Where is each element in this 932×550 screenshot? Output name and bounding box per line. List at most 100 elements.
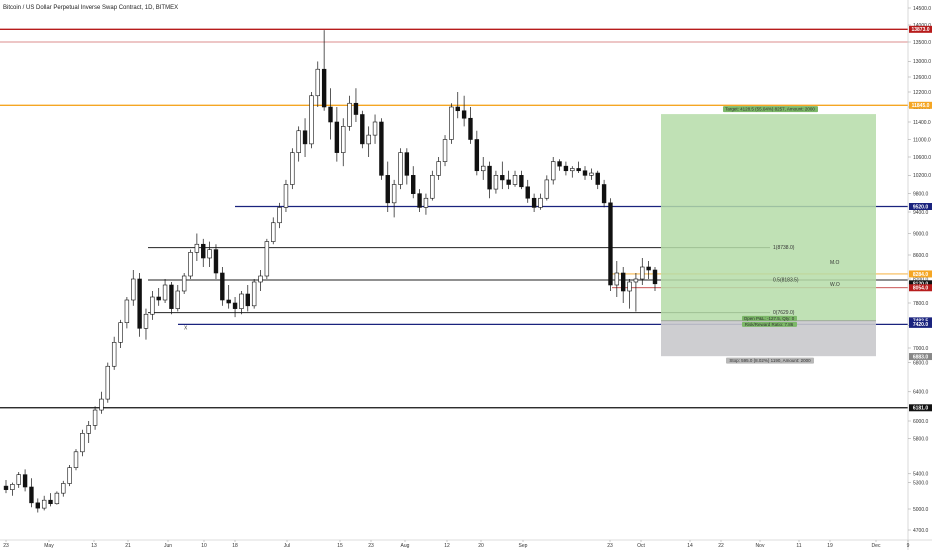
y-tick-label: 6000.0 xyxy=(913,419,929,425)
x-tick-label: 21 xyxy=(125,543,131,549)
candle-body xyxy=(563,165,569,172)
y-tick-label: 5400.0 xyxy=(913,472,929,478)
candle xyxy=(207,241,212,267)
candle-body xyxy=(589,172,594,176)
risk-reward-label: Risk/Reward Ratio: 7.86 xyxy=(745,322,794,327)
open-pnl-bg xyxy=(742,315,797,321)
candle xyxy=(576,161,581,174)
candle xyxy=(461,95,467,127)
candle xyxy=(296,126,301,162)
x-tick-label: 12 xyxy=(444,543,450,549)
price-tag-label: 13873.0 xyxy=(911,27,929,33)
candle-body xyxy=(525,186,530,199)
candle xyxy=(595,170,600,190)
candle xyxy=(156,288,161,306)
candle-body xyxy=(175,290,180,309)
candle xyxy=(601,179,607,208)
candle xyxy=(589,168,594,180)
x-tick-label: 14 xyxy=(687,543,693,549)
candle xyxy=(557,159,562,171)
candle xyxy=(48,493,53,507)
candle-body xyxy=(99,398,104,411)
candle-body xyxy=(131,278,136,301)
candle xyxy=(137,273,142,337)
candle-body xyxy=(3,485,9,490)
candle-body xyxy=(41,499,47,509)
candlestick-series xyxy=(3,30,658,513)
candle-body xyxy=(633,278,639,283)
candle-body xyxy=(500,175,505,181)
candle xyxy=(302,118,308,157)
candle xyxy=(614,261,620,297)
candle xyxy=(341,118,346,167)
candle-body xyxy=(232,302,238,309)
candle xyxy=(10,482,15,496)
fib-label-05: 0.5(8183.5) xyxy=(773,277,799,283)
y-tick-label: 14500.0 xyxy=(913,6,931,12)
y-tick-label: 5300.0 xyxy=(913,480,929,486)
stop-label-bg xyxy=(726,357,814,364)
candle-body xyxy=(341,126,346,153)
candle xyxy=(54,491,60,505)
candle-body xyxy=(92,409,98,426)
candle xyxy=(99,391,104,414)
x-tick-label: 9 xyxy=(907,543,910,549)
candle-body xyxy=(201,243,206,259)
candle-body xyxy=(398,152,403,185)
y-tick-label: 10200.0 xyxy=(913,173,931,179)
candle xyxy=(500,161,505,190)
price-tag-bg xyxy=(909,270,932,278)
y-tick-label: 8200.0 xyxy=(913,277,929,283)
fib-label-1: 1(8738.0) xyxy=(773,245,795,251)
candle-body xyxy=(461,110,467,119)
price-tag-bg xyxy=(909,320,932,328)
candle-body xyxy=(442,139,448,162)
candle-body xyxy=(360,114,365,145)
candle-body xyxy=(29,486,34,504)
candle-body xyxy=(264,241,270,277)
candle-body xyxy=(111,342,117,367)
candle-body xyxy=(570,168,575,172)
candle-body xyxy=(150,296,155,315)
candle xyxy=(290,148,295,190)
candle xyxy=(143,308,149,340)
candle xyxy=(430,170,435,201)
candle-body xyxy=(277,207,282,224)
candle xyxy=(372,114,378,144)
candle xyxy=(232,297,238,318)
candle-body xyxy=(35,502,41,509)
candle-body xyxy=(512,175,518,185)
candle-body xyxy=(213,249,219,274)
candle xyxy=(29,478,34,508)
candle-body xyxy=(169,284,174,309)
candle-body xyxy=(334,121,340,153)
candle-body xyxy=(245,293,250,307)
target-label: Target: 4128.5 (55.04%) 8257, Amount: 20… xyxy=(725,107,815,112)
candle-body xyxy=(80,433,85,453)
y-tick-label: 11000.0 xyxy=(913,137,931,143)
time-axis[interactable]: 23 May 13 21 Jun 10 18 Jul 15 23 Aug 12 20 Sep 23 Oct 14… xyxy=(0,539,932,549)
x-tick-label: 11 xyxy=(796,543,801,549)
risk-reward-bg xyxy=(742,321,797,327)
candle xyxy=(633,273,639,312)
y-tick-label: 9800.0 xyxy=(913,191,929,197)
candle xyxy=(16,472,21,488)
candle-body xyxy=(366,134,371,145)
candle xyxy=(131,270,136,306)
y-tick-label: 11400.0 xyxy=(913,120,931,126)
candle-body xyxy=(544,179,550,199)
candle xyxy=(608,198,613,291)
candle-body xyxy=(627,281,632,292)
x-tick-label: Nov xyxy=(756,543,765,549)
candle xyxy=(41,495,47,511)
candle xyxy=(181,273,187,294)
candle xyxy=(538,193,543,210)
candle-body xyxy=(474,139,480,172)
candle xyxy=(169,282,174,315)
candle-body xyxy=(347,102,352,127)
candle xyxy=(92,406,98,430)
candle-body xyxy=(321,68,327,108)
long-position-tool[interactable]: Target: 4128.5 (55.04%) 8257, Amount: 20… xyxy=(661,106,876,364)
